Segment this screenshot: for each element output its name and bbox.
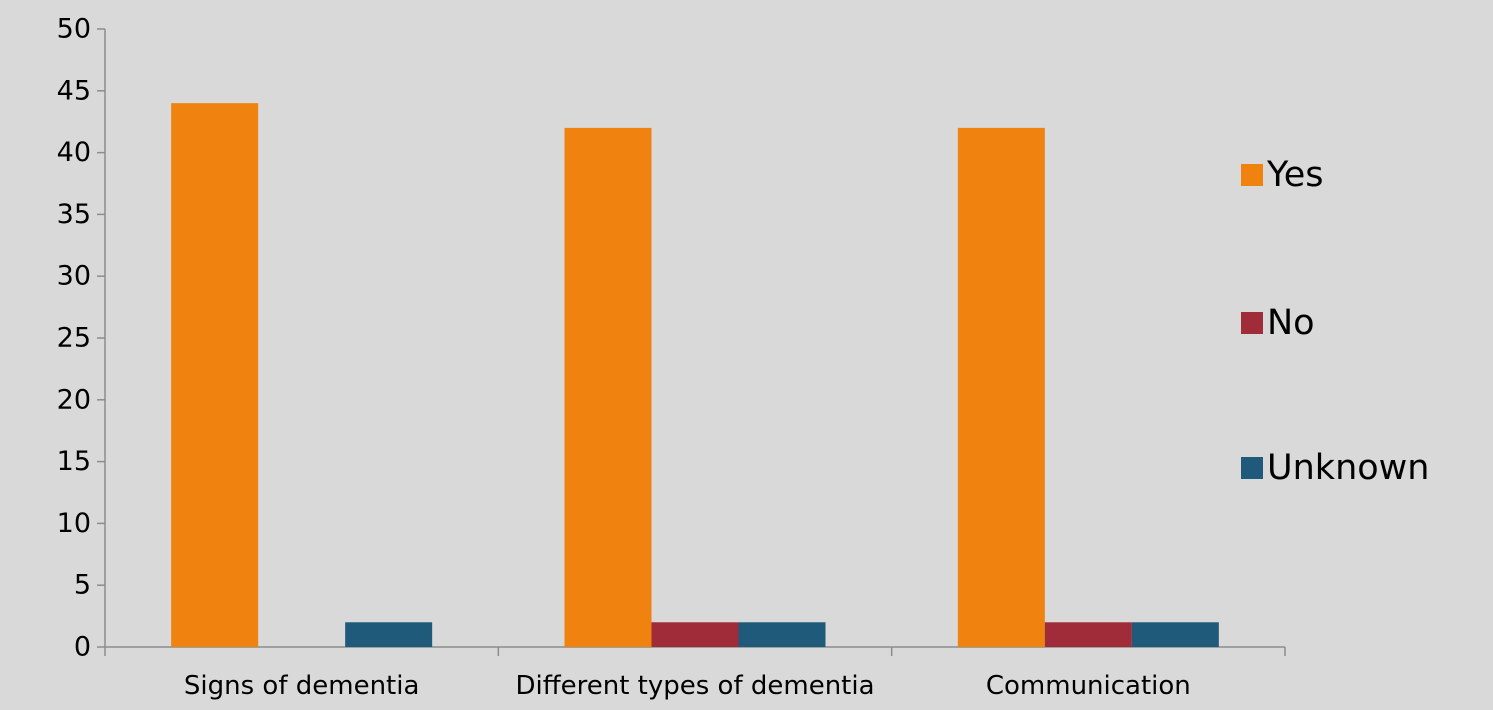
y-tick-label: 50	[57, 14, 91, 45]
bar-unknown	[1131, 622, 1219, 647]
bar-no	[1044, 622, 1132, 647]
y-tick-label: 10	[57, 508, 91, 539]
y-tick-label: 25	[57, 323, 91, 354]
bar-unknown	[345, 622, 433, 647]
legend-swatch	[1241, 164, 1263, 186]
y-tick-label: 5	[74, 570, 91, 601]
legend-swatch	[1241, 457, 1263, 479]
bar-unknown	[738, 622, 826, 647]
legend-item: Yes	[1241, 155, 1324, 195]
legend-item: Unknown	[1241, 448, 1429, 488]
x-category-label: Different types of dementia	[515, 671, 874, 701]
y-tick-label: 30	[57, 261, 91, 292]
x-category-label: Signs of dementia	[184, 671, 420, 701]
bar-yes	[564, 127, 652, 647]
legend: Yes No Unknown	[1241, 155, 1429, 488]
bar-yes	[171, 103, 259, 647]
axes	[104, 29, 1285, 648]
y-tick-label: 20	[57, 384, 91, 415]
bars	[171, 103, 1219, 647]
legend-swatch	[1241, 312, 1263, 334]
legend-label: No	[1267, 303, 1315, 343]
legend-item: No	[1241, 303, 1315, 343]
x-ticks: Signs of dementia Different types of deme…	[104, 647, 1286, 701]
y-tick-label: 45	[57, 75, 91, 106]
y-ticks: 0 5 10 15 20 25 30 35 40 45 50	[57, 14, 105, 663]
y-tick-label: 15	[57, 446, 91, 477]
y-tick-label: 40	[57, 137, 91, 168]
y-tick-label: 35	[57, 199, 91, 230]
y-tick-label: 0	[74, 632, 91, 663]
bar-no	[651, 622, 739, 647]
x-category-label: Communication	[986, 671, 1191, 701]
legend-label: Yes	[1266, 155, 1324, 195]
bar-yes	[957, 127, 1045, 647]
legend-label: Unknown	[1267, 448, 1429, 488]
